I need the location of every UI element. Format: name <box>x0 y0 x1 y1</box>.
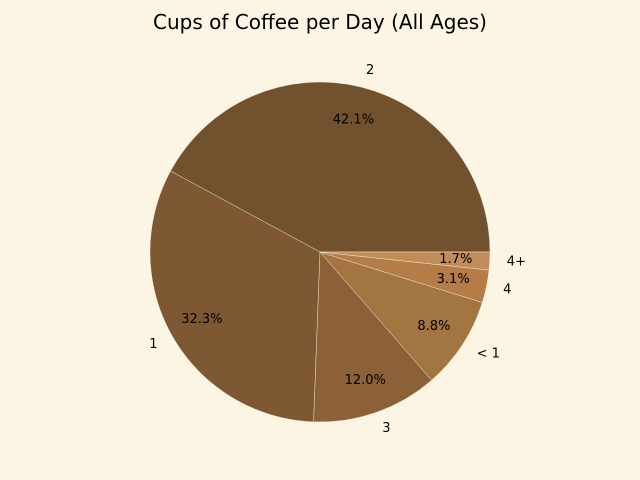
pie-slice-3 <box>319 251 483 381</box>
pie-slice-1 <box>149 170 321 423</box>
slice-percent-3: 8.8% <box>417 319 450 334</box>
slice-percent-2: 12.0% <box>345 373 386 388</box>
pie-slice-0 <box>170 81 491 253</box>
pie-slice-5 <box>319 251 491 271</box>
slice-label-1: 1 <box>149 337 157 352</box>
slice-label-2: 3 <box>382 421 390 436</box>
slice-percent-0: 42.1% <box>333 113 374 128</box>
slice-percent-5: 1.7% <box>439 252 472 267</box>
slice-percent-1: 32.3% <box>181 312 222 327</box>
chart-title: Cups of Coffee per Day (All Ages) <box>153 10 487 34</box>
slice-label-5: 4+ <box>507 254 526 269</box>
slice-label-4: 4 <box>503 282 511 297</box>
slice-percent-4: 3.1% <box>437 272 470 287</box>
slice-label-3: < 1 <box>477 347 500 362</box>
slice-label-0: 2 <box>366 63 374 78</box>
pie-slice-2 <box>313 251 432 423</box>
